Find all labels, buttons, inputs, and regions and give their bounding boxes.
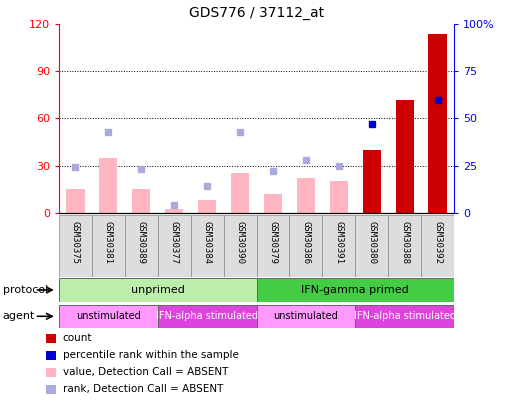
Text: GSM30389: GSM30389 bbox=[137, 221, 146, 264]
Bar bbox=[322, 215, 355, 277]
Text: GSM30386: GSM30386 bbox=[301, 221, 310, 264]
Bar bbox=[59, 278, 256, 302]
Bar bbox=[224, 215, 256, 277]
Bar bbox=[158, 215, 191, 277]
Text: GSM30384: GSM30384 bbox=[203, 221, 212, 264]
Text: GSM30391: GSM30391 bbox=[334, 221, 343, 264]
Text: IFN-gamma primed: IFN-gamma primed bbox=[301, 285, 409, 295]
Bar bbox=[125, 215, 158, 277]
Text: IFN-alpha stimulated: IFN-alpha stimulated bbox=[156, 311, 258, 321]
Text: unstimulated: unstimulated bbox=[76, 311, 141, 321]
Bar bbox=[59, 215, 92, 277]
Text: GSM30381: GSM30381 bbox=[104, 221, 113, 264]
Bar bbox=[100, 158, 117, 213]
Text: rank, Detection Call = ABSENT: rank, Detection Call = ABSENT bbox=[63, 384, 223, 394]
Text: IFN-alpha stimulated: IFN-alpha stimulated bbox=[353, 311, 456, 321]
Text: GSM30377: GSM30377 bbox=[170, 221, 179, 264]
Text: count: count bbox=[63, 333, 92, 343]
Text: GSM30390: GSM30390 bbox=[235, 221, 245, 264]
Bar bbox=[396, 100, 413, 213]
Text: GSM30388: GSM30388 bbox=[400, 221, 409, 264]
Bar bbox=[289, 215, 322, 277]
Bar bbox=[297, 178, 315, 213]
Bar bbox=[66, 189, 85, 213]
Text: GSM30379: GSM30379 bbox=[268, 221, 278, 264]
Bar bbox=[330, 181, 348, 213]
Bar bbox=[355, 215, 388, 277]
Bar bbox=[264, 194, 282, 213]
Bar bbox=[421, 215, 454, 277]
Bar bbox=[256, 215, 289, 277]
Text: GSM30380: GSM30380 bbox=[367, 221, 376, 264]
Bar bbox=[256, 278, 454, 302]
Bar bbox=[231, 173, 249, 213]
Bar bbox=[165, 209, 183, 213]
Bar bbox=[132, 189, 150, 213]
Text: value, Detection Call = ABSENT: value, Detection Call = ABSENT bbox=[63, 367, 228, 377]
Text: protocol: protocol bbox=[3, 285, 48, 295]
Text: percentile rank within the sample: percentile rank within the sample bbox=[63, 350, 239, 360]
Title: GDS776 / 37112_at: GDS776 / 37112_at bbox=[189, 6, 324, 21]
Bar bbox=[363, 150, 381, 213]
Bar bbox=[191, 215, 224, 277]
Text: GSM30392: GSM30392 bbox=[433, 221, 442, 264]
Text: GSM30375: GSM30375 bbox=[71, 221, 80, 264]
Text: agent: agent bbox=[3, 311, 35, 321]
Bar bbox=[388, 215, 421, 277]
Bar bbox=[59, 305, 158, 328]
Text: unprimed: unprimed bbox=[131, 285, 185, 295]
Bar bbox=[428, 34, 447, 213]
Text: unstimulated: unstimulated bbox=[273, 311, 338, 321]
Bar bbox=[198, 200, 216, 213]
Bar bbox=[355, 305, 454, 328]
Bar bbox=[92, 215, 125, 277]
Bar bbox=[158, 305, 256, 328]
Bar bbox=[256, 305, 355, 328]
